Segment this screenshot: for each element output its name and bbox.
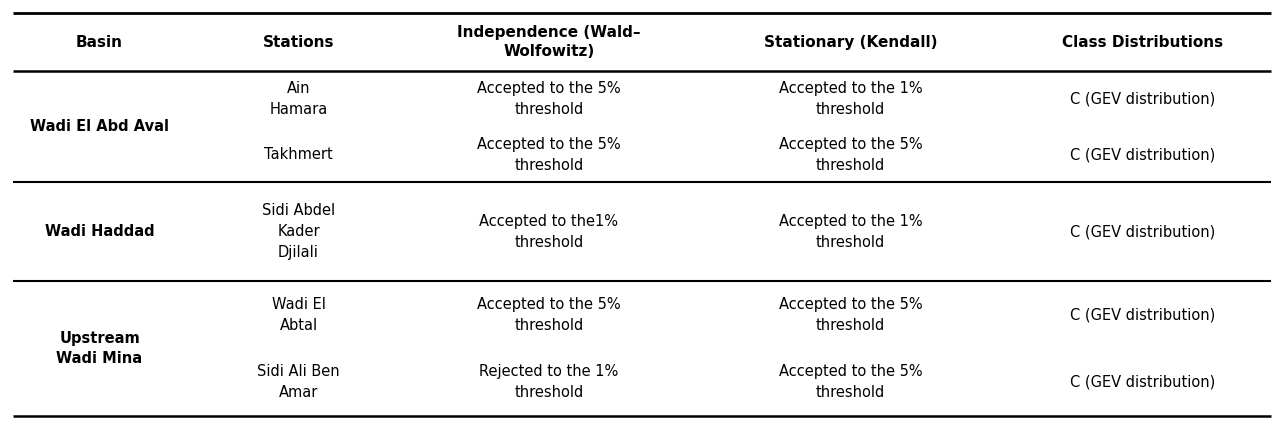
Text: Ain
Hamara: Ain Hamara (270, 81, 327, 117)
Text: Accepted to the 5%
threshold: Accepted to the 5% threshold (779, 136, 922, 172)
Text: Accepted to the 5%
threshold: Accepted to the 5% threshold (478, 136, 620, 172)
Text: Sidi Abdel
Kader
Djilali: Sidi Abdel Kader Djilali (262, 203, 335, 260)
Text: Rejected to the 1%
threshold: Rejected to the 1% threshold (479, 364, 619, 400)
Text: Wadi El Abd Aval: Wadi El Abd Aval (30, 119, 169, 134)
Text: Stationary (Kendall): Stationary (Kendall) (764, 35, 937, 50)
Text: Accepted to the 5%
threshold: Accepted to the 5% threshold (779, 364, 922, 400)
Text: Wadi Haddad: Wadi Haddad (45, 224, 154, 239)
Text: C (GEV distribution): C (GEV distribution) (1070, 91, 1216, 106)
Text: Accepted to the 1%
threshold: Accepted to the 1% threshold (779, 81, 922, 117)
Text: C (GEV distribution): C (GEV distribution) (1070, 147, 1216, 162)
Text: Takhmert: Takhmert (265, 147, 333, 162)
Text: Basin: Basin (76, 35, 123, 50)
Text: Sidi Ali Ben
Amar: Sidi Ali Ben Amar (257, 364, 340, 400)
Text: Wadi El
Abtal: Wadi El Abtal (272, 297, 325, 333)
Text: Class Distributions: Class Distributions (1062, 35, 1224, 50)
Text: Accepted to the1%
threshold: Accepted to the1% threshold (479, 214, 619, 250)
Text: Accepted to the 5%
threshold: Accepted to the 5% threshold (779, 297, 922, 333)
Text: Accepted to the 1%
threshold: Accepted to the 1% threshold (779, 214, 922, 250)
Text: Independence (Wald–
Wolfowitz): Independence (Wald– Wolfowitz) (457, 25, 641, 59)
Text: C (GEV distribution): C (GEV distribution) (1070, 375, 1216, 390)
Text: C (GEV distribution): C (GEV distribution) (1070, 307, 1216, 322)
Text: Upstream
Wadi Mina: Upstream Wadi Mina (56, 331, 143, 366)
Text: Accepted to the 5%
threshold: Accepted to the 5% threshold (478, 81, 620, 117)
Text: Accepted to the 5%
threshold: Accepted to the 5% threshold (478, 297, 620, 333)
Text: Stations: Stations (263, 35, 334, 50)
Text: C (GEV distribution): C (GEV distribution) (1070, 224, 1216, 239)
